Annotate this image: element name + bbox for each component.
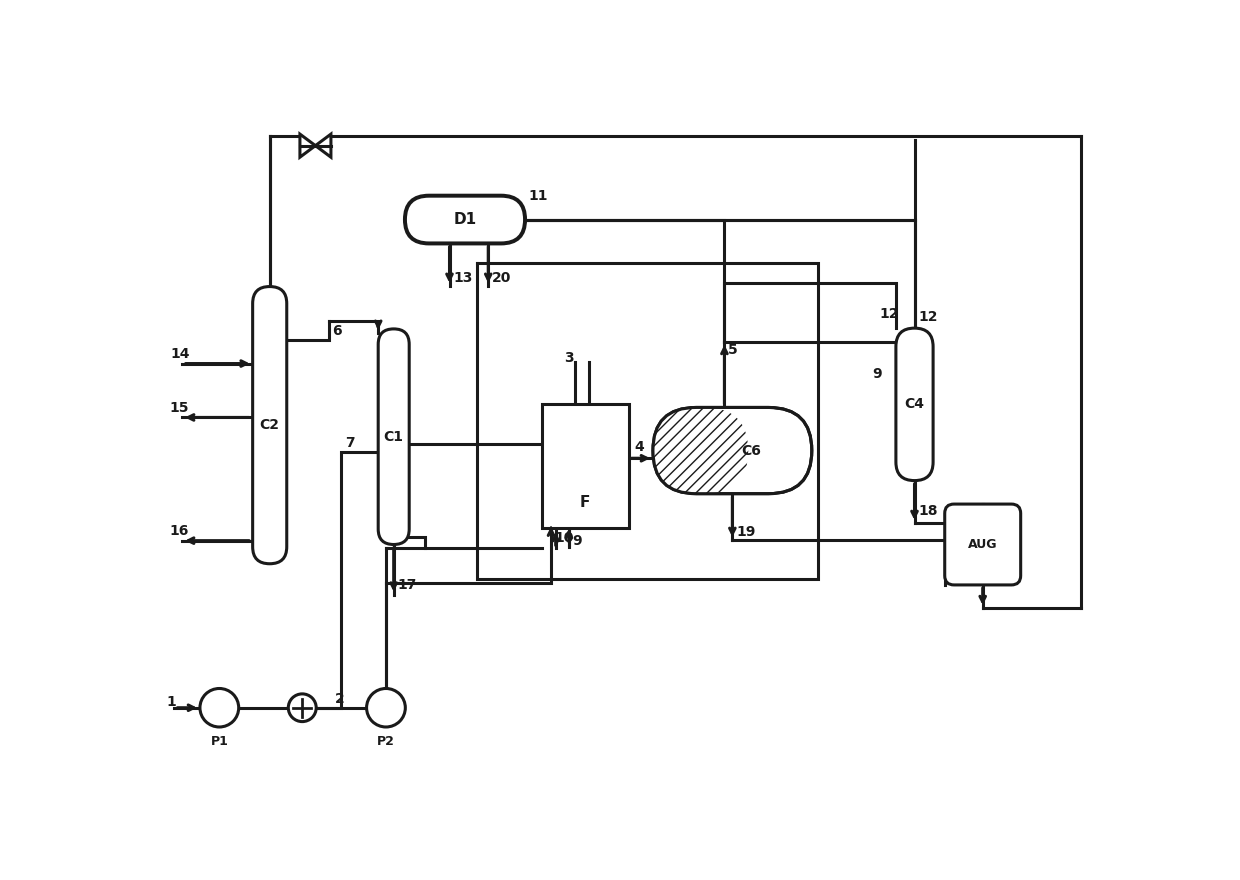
Text: 12: 12 <box>879 307 899 321</box>
Text: C4: C4 <box>904 398 925 411</box>
Text: F: F <box>580 495 590 510</box>
FancyBboxPatch shape <box>405 195 525 244</box>
Text: 19: 19 <box>737 525 755 539</box>
Text: 16: 16 <box>169 524 188 539</box>
FancyBboxPatch shape <box>378 329 409 545</box>
Text: 3: 3 <box>564 351 573 365</box>
Text: 7: 7 <box>345 436 355 450</box>
Polygon shape <box>315 134 331 158</box>
Text: C1: C1 <box>383 429 404 444</box>
Text: C6: C6 <box>742 444 761 458</box>
Text: 10: 10 <box>554 532 573 546</box>
Text: P1: P1 <box>211 735 228 748</box>
Text: 13: 13 <box>454 271 472 285</box>
Text: 14: 14 <box>171 348 190 362</box>
Text: 6: 6 <box>332 324 341 338</box>
Text: 5: 5 <box>728 342 738 356</box>
Polygon shape <box>300 134 315 158</box>
Circle shape <box>288 693 316 722</box>
FancyBboxPatch shape <box>542 405 629 528</box>
Text: 11: 11 <box>529 189 548 203</box>
Text: C2: C2 <box>259 418 280 432</box>
Text: 9: 9 <box>572 534 582 548</box>
Text: 20: 20 <box>492 271 511 285</box>
Text: AUG: AUG <box>968 538 997 551</box>
Text: 17: 17 <box>398 577 417 591</box>
Text: P2: P2 <box>377 735 394 748</box>
FancyBboxPatch shape <box>253 287 286 564</box>
Text: 4: 4 <box>635 441 645 454</box>
FancyBboxPatch shape <box>653 407 748 494</box>
Text: 2: 2 <box>335 692 345 706</box>
Text: 9: 9 <box>873 367 883 380</box>
Text: 1: 1 <box>166 694 176 708</box>
FancyBboxPatch shape <box>945 504 1021 585</box>
Circle shape <box>200 688 238 727</box>
Text: 9: 9 <box>671 413 681 427</box>
Text: 12: 12 <box>919 310 937 324</box>
Text: 18: 18 <box>919 504 937 518</box>
FancyBboxPatch shape <box>653 407 812 494</box>
Text: D1: D1 <box>454 212 476 227</box>
Text: 15: 15 <box>169 401 188 415</box>
Circle shape <box>367 688 405 727</box>
FancyBboxPatch shape <box>895 328 934 480</box>
